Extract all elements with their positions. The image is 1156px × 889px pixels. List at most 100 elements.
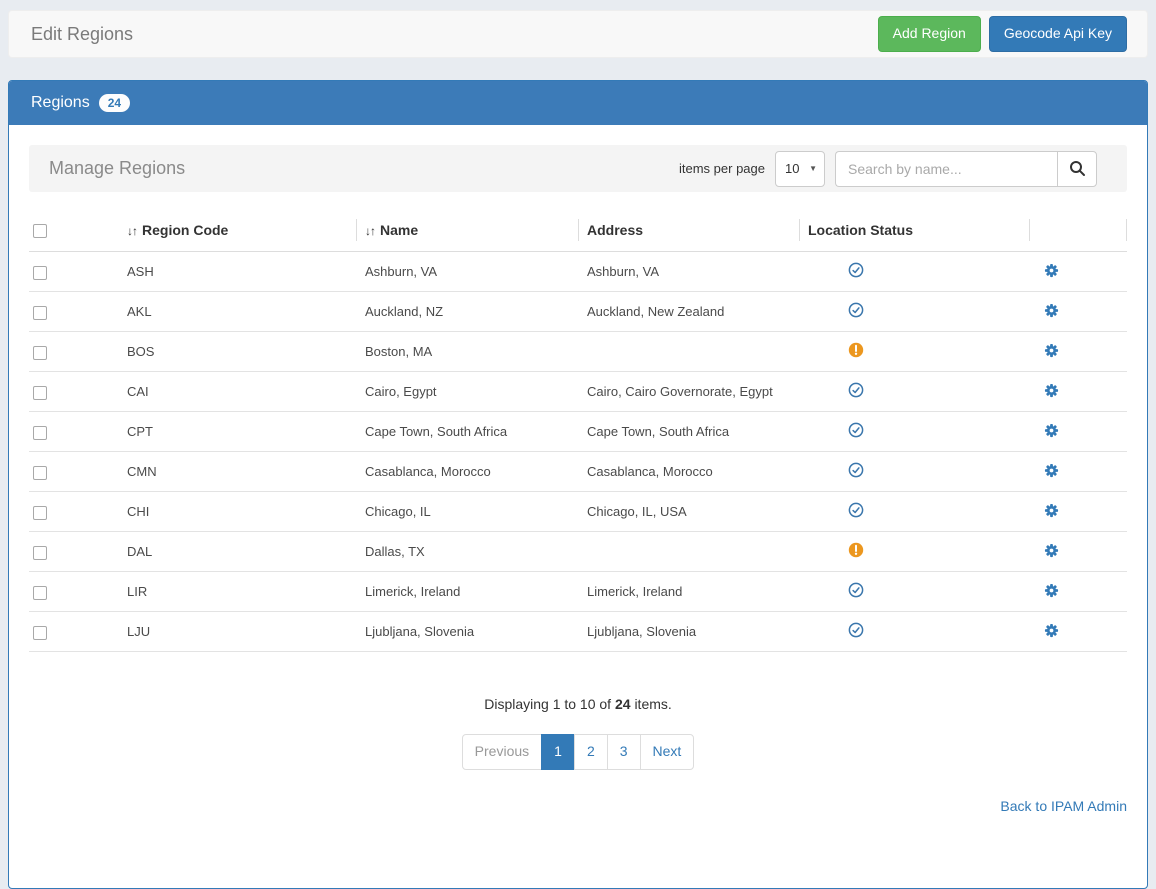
row-checkbox[interactable] xyxy=(33,625,47,640)
location-status-cell xyxy=(800,531,1030,573)
search-button[interactable] xyxy=(1057,150,1097,187)
address-cell xyxy=(579,331,800,373)
regions-panel: Regions 24 Manage Regions items per page… xyxy=(8,80,1148,889)
status-ok-icon xyxy=(848,582,864,598)
name-cell: Boston, MA xyxy=(357,331,579,373)
location-status-cell xyxy=(800,571,1030,613)
row-settings-button[interactable] xyxy=(1044,263,1059,278)
name-cell: Dallas, TX xyxy=(357,531,579,573)
table-row: CPT Cape Town, South Africa Cape Town, S… xyxy=(29,411,1127,453)
panel-title: Regions xyxy=(31,94,90,111)
gear-icon xyxy=(1044,423,1059,438)
pagination-next[interactable]: Next xyxy=(639,734,695,771)
region-code-cell: LIR xyxy=(119,571,357,613)
row-settings-button[interactable] xyxy=(1044,383,1059,398)
select-all-checkbox[interactable] xyxy=(33,224,47,239)
row-settings-button[interactable] xyxy=(1044,343,1059,358)
status-ok-icon xyxy=(848,462,864,478)
table-row: LIR Limerick, Ireland Limerick, Ireland xyxy=(29,571,1127,613)
gear-icon xyxy=(1044,383,1059,398)
pagination-page-1[interactable]: 1 xyxy=(541,734,575,771)
region-code-cell: AKL xyxy=(119,291,357,333)
table-body: ASH Ashburn, VA Ashburn, VA xyxy=(29,251,1127,653)
status-warning-icon xyxy=(848,342,864,358)
items-per-page-select[interactable]: 10 ▼ xyxy=(775,150,825,187)
row-checkbox[interactable] xyxy=(33,545,47,560)
row-checkbox[interactable] xyxy=(33,385,47,400)
row-settings-button[interactable] xyxy=(1044,543,1059,558)
row-settings-button[interactable] xyxy=(1044,623,1059,638)
row-settings-button[interactable] xyxy=(1044,463,1059,478)
address-cell: Ljubljana, Slovenia xyxy=(579,611,800,653)
pagination-previous[interactable]: Previous xyxy=(461,734,543,771)
search-icon xyxy=(1069,160,1086,177)
table-header-row: ↓↑ Region Code ↓↑ Name Address Location St… xyxy=(29,209,1127,253)
address-cell: Cape Town, South Africa xyxy=(579,411,800,453)
status-ok-icon xyxy=(848,382,864,398)
row-checkbox[interactable] xyxy=(33,505,47,520)
row-checkbox[interactable] xyxy=(33,425,47,440)
region-count-badge: 24 xyxy=(98,94,131,112)
pagination-page-3[interactable]: 3 xyxy=(606,734,641,771)
location-status-cell xyxy=(800,371,1030,413)
caret-down-icon: ▼ xyxy=(809,164,817,173)
address-cell: Ashburn, VA xyxy=(579,251,800,293)
name-cell: Cairo, Egypt xyxy=(357,371,579,413)
row-checkbox[interactable] xyxy=(33,585,47,600)
items-per-page-label: items per page xyxy=(679,161,765,176)
location-status-cell xyxy=(800,331,1030,373)
page-title: Edit Regions xyxy=(31,23,134,44)
location-status-cell xyxy=(800,411,1030,453)
table-row: CHI Chicago, IL Chicago, IL, USA xyxy=(29,491,1127,533)
page-header: Edit Regions Add Region Geocode Api Key xyxy=(8,10,1148,58)
table-row: ASH Ashburn, VA Ashburn, VA xyxy=(29,251,1127,293)
region-code-cell: BOS xyxy=(119,331,357,373)
geocode-api-key-button[interactable]: Geocode Api Key xyxy=(988,16,1127,52)
search-input[interactable] xyxy=(835,150,1057,187)
name-cell: Cape Town, South Africa xyxy=(357,411,579,453)
name-cell: Auckland, NZ xyxy=(357,291,579,333)
region-code-cell: CMN xyxy=(119,451,357,493)
header-actions: Add Region Geocode Api Key xyxy=(877,16,1127,52)
column-header-name[interactable]: ↓↑ Name xyxy=(357,209,579,253)
address-cell: Casablanca, Morocco xyxy=(579,451,800,493)
pagination-page-2[interactable]: 2 xyxy=(573,734,608,771)
toolbar: Manage Regions items per page 10 ▼ xyxy=(29,145,1127,192)
row-settings-button[interactable] xyxy=(1044,423,1059,438)
location-status-cell xyxy=(800,291,1030,333)
gear-icon xyxy=(1044,543,1059,558)
row-checkbox[interactable] xyxy=(33,265,47,280)
pagination-wrap: Previous 1 2 3 Next xyxy=(29,734,1127,771)
region-code-cell: CHI xyxy=(119,491,357,533)
row-settings-button[interactable] xyxy=(1044,503,1059,518)
name-cell: Ashburn, VA xyxy=(357,251,579,293)
back-to-ipam-admin-link[interactable]: Back to IPAM Admin xyxy=(1000,798,1127,815)
row-settings-button[interactable] xyxy=(1044,303,1059,318)
table-row: BOS Boston, MA xyxy=(29,331,1127,373)
region-code-cell: DAL xyxy=(119,531,357,573)
row-checkbox[interactable] xyxy=(33,465,47,480)
summary-suffix: items. xyxy=(634,696,672,713)
pagination: Previous 1 2 3 Next xyxy=(461,734,695,771)
table-row: CMN Casablanca, Morocco Casablanca, Moro… xyxy=(29,451,1127,493)
location-status-cell xyxy=(800,251,1030,293)
row-checkbox[interactable] xyxy=(33,345,47,360)
table-row: LJU Ljubljana, Slovenia Ljubljana, Slove… xyxy=(29,611,1127,653)
add-region-button[interactable]: Add Region xyxy=(877,16,981,52)
column-header-actions xyxy=(1030,209,1127,253)
table-row: DAL Dallas, TX xyxy=(29,531,1127,573)
name-cell: Casablanca, Morocco xyxy=(357,451,579,493)
gear-icon xyxy=(1044,263,1059,278)
row-checkbox[interactable] xyxy=(33,305,47,320)
table-row: AKL Auckland, NZ Auckland, New Zealand xyxy=(29,291,1127,333)
region-code-cell: CAI xyxy=(119,371,357,413)
back-link-row: Back to IPAM Admin xyxy=(29,798,1127,816)
row-settings-button[interactable] xyxy=(1044,583,1059,598)
gear-icon xyxy=(1044,583,1059,598)
address-cell: Auckland, New Zealand xyxy=(579,291,800,333)
status-ok-icon xyxy=(848,422,864,438)
region-code-cell: LJU xyxy=(119,611,357,653)
status-ok-icon xyxy=(848,302,864,318)
column-header-region-code[interactable]: ↓↑ Region Code xyxy=(119,209,357,253)
table-row: CAI Cairo, Egypt Cairo, Cairo Governorat… xyxy=(29,371,1127,413)
